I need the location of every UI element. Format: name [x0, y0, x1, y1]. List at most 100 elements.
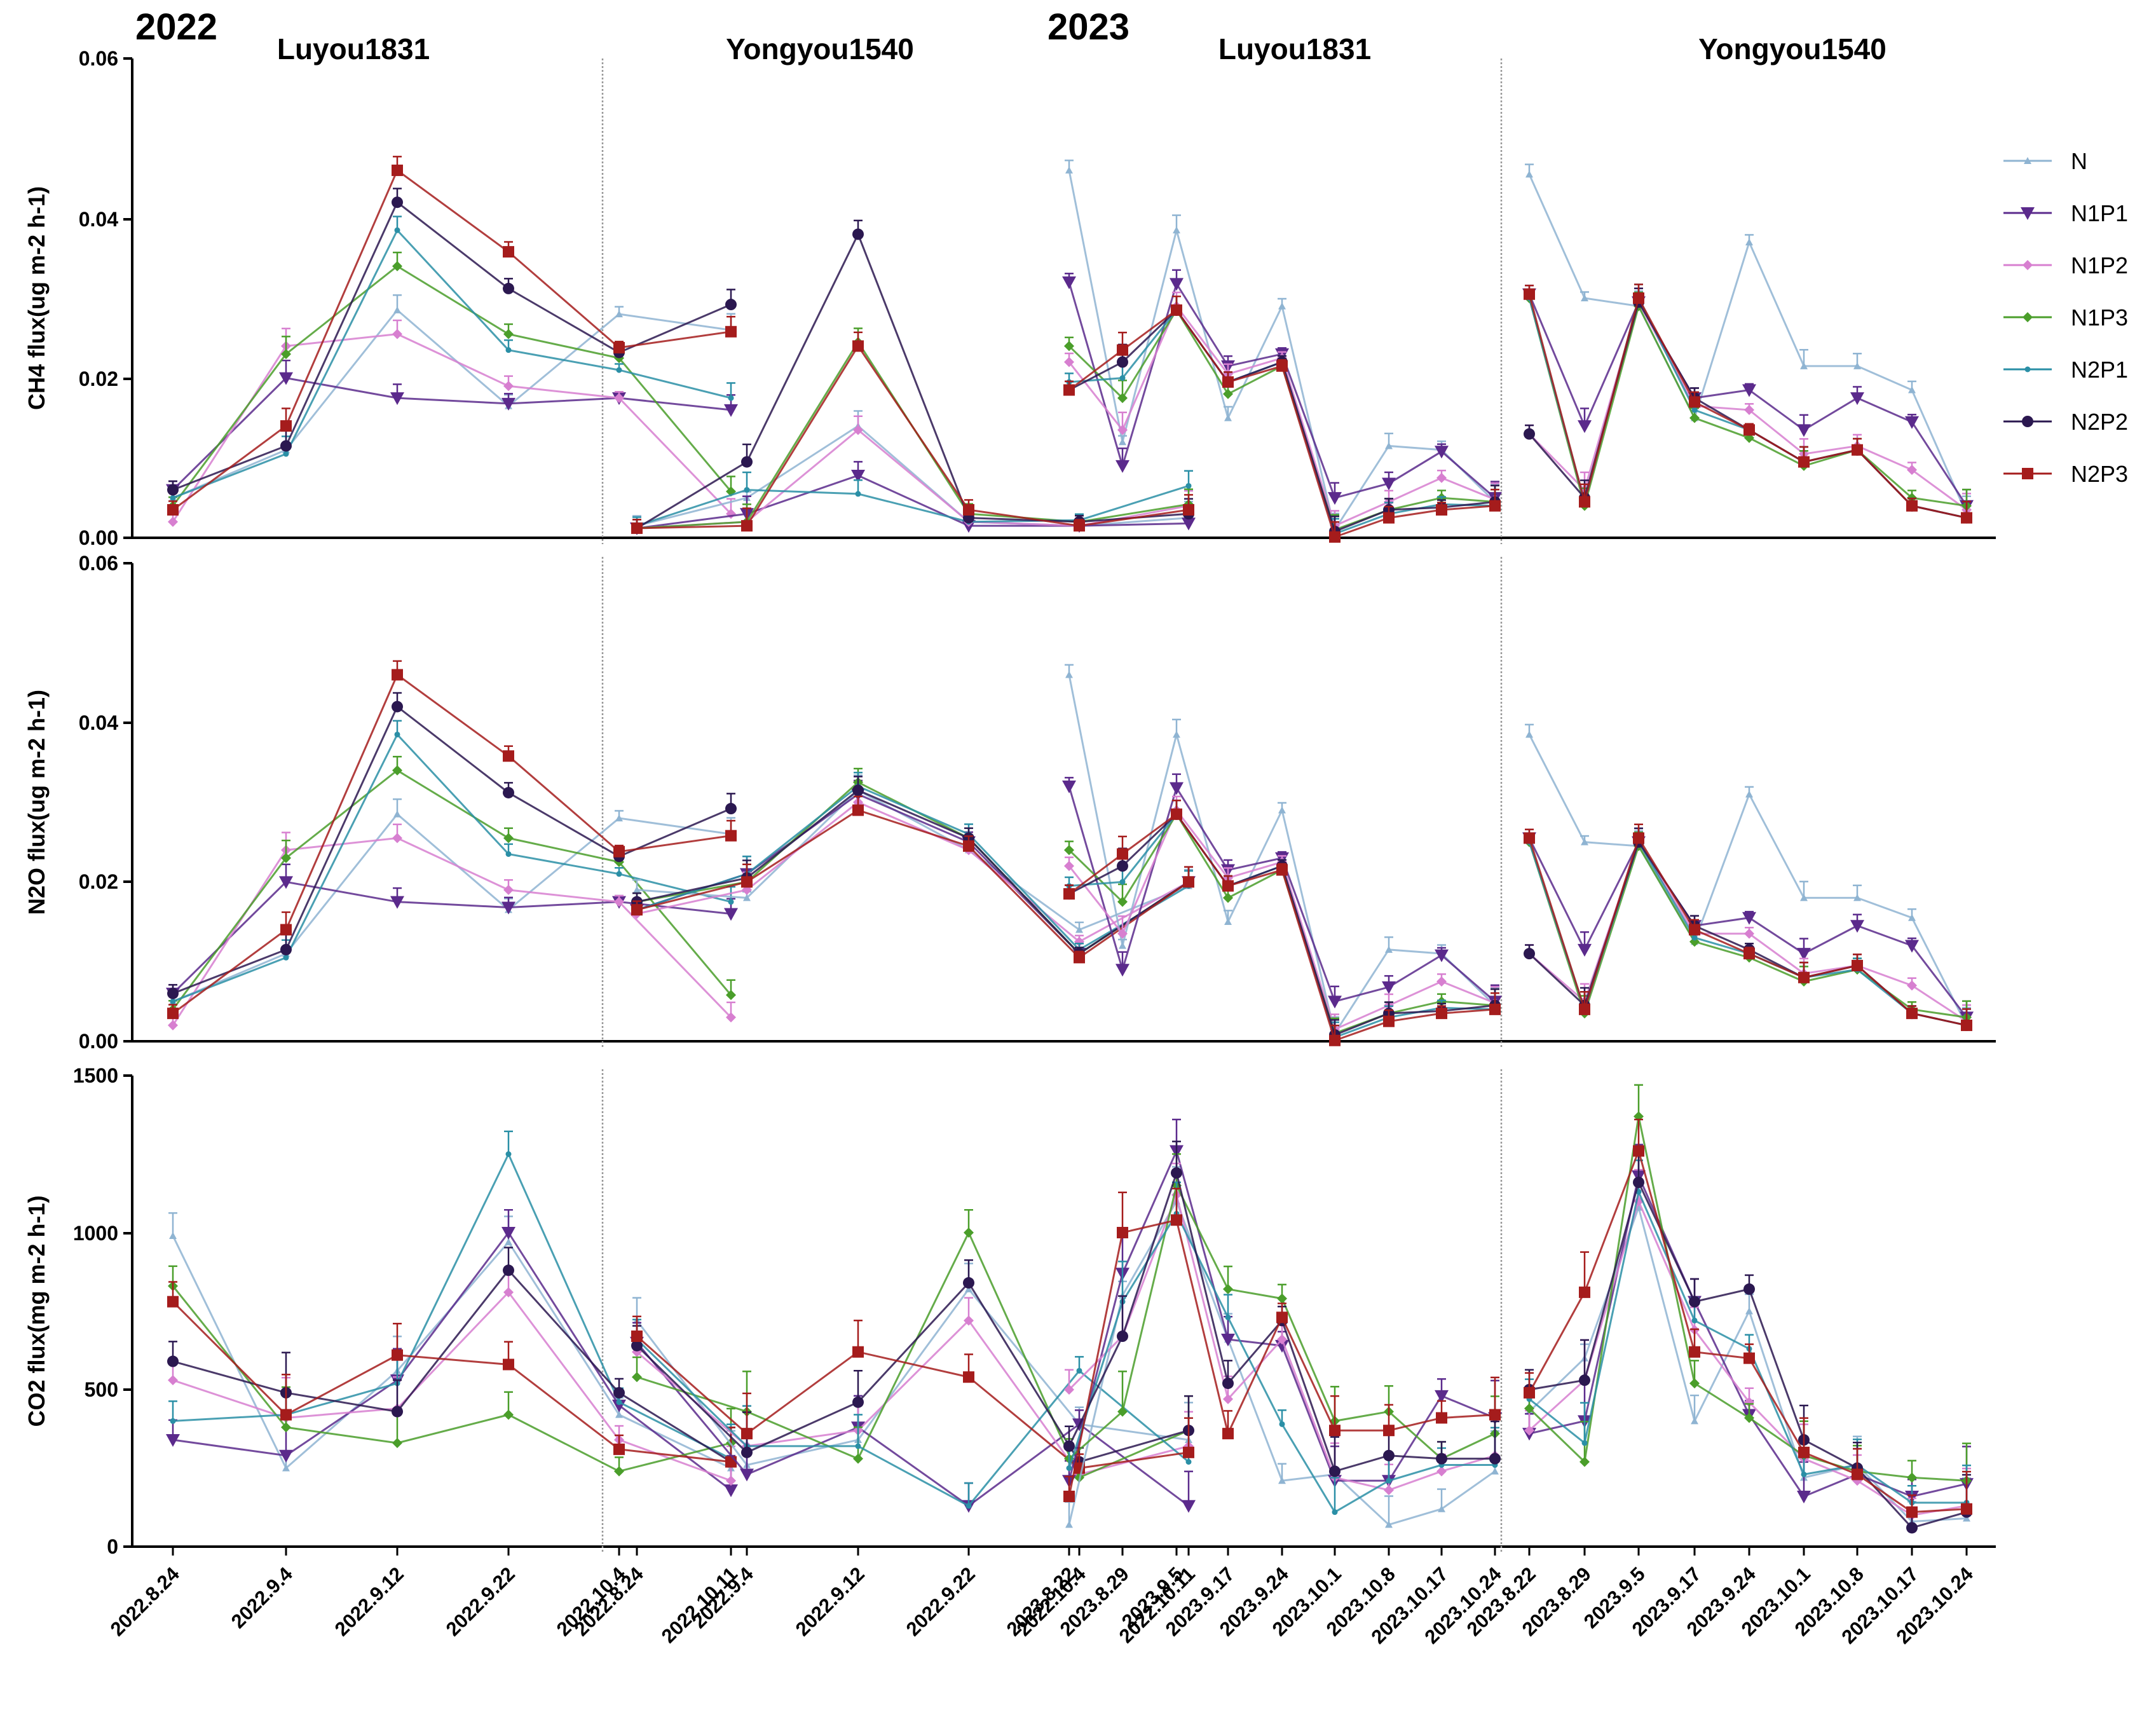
legend-marker	[2024, 366, 2031, 373]
data-point	[1119, 941, 1126, 949]
series-n2p2	[167, 1247, 737, 1468]
data-point	[1578, 943, 1592, 957]
data-point	[503, 786, 514, 798]
series-n2p1	[1525, 284, 1971, 521]
data-point	[167, 1355, 179, 1367]
data-point	[1117, 344, 1128, 356]
series-line	[172, 1285, 732, 1473]
data-point	[1435, 1390, 1449, 1403]
data-point	[1578, 420, 1592, 434]
data-point	[1489, 1453, 1501, 1465]
data-point	[852, 228, 864, 240]
panel-2-0	[166, 1130, 738, 1498]
data-point	[1384, 1485, 1394, 1496]
data-point	[1276, 864, 1288, 876]
data-point	[1328, 995, 1342, 1009]
panel-0-3	[1522, 163, 1974, 524]
data-point	[1907, 1472, 1917, 1483]
data-point	[1963, 1514, 1970, 1522]
data-point	[1074, 520, 1085, 532]
series-n2p3	[1524, 284, 1972, 524]
data-point	[1116, 460, 1129, 473]
series-line	[1528, 294, 1968, 507]
x-tick-label: 2022.8.24	[106, 1563, 184, 1641]
y-tick-label: 0.02	[79, 367, 118, 390]
data-point	[503, 833, 514, 844]
data-point	[1691, 407, 1698, 413]
data-point	[726, 1475, 736, 1486]
data-point	[1906, 1522, 1918, 1534]
series-n2p1	[168, 216, 735, 501]
series-line	[636, 809, 1189, 959]
data-point	[1436, 472, 1447, 483]
series-line	[636, 785, 1189, 951]
data-point	[1117, 860, 1128, 872]
data-point	[1907, 465, 1917, 475]
series-line	[636, 1281, 1189, 1463]
data-point	[1745, 1307, 1753, 1315]
x-tick-label: 2022.9.22	[902, 1563, 979, 1640]
data-point	[631, 1331, 643, 1343]
data-point	[728, 899, 734, 905]
data-point	[741, 1428, 753, 1440]
y-tick-label: 0.00	[79, 526, 118, 549]
data-point	[1905, 416, 1919, 429]
data-point	[1852, 959, 1863, 971]
series-n2p2	[167, 692, 737, 999]
data-point	[1276, 360, 1288, 372]
year-label-2023: 2023	[1047, 6, 1129, 48]
legend-marker	[2023, 312, 2033, 322]
data-point	[1222, 1428, 1234, 1440]
legend-item-n1p3: N1P3	[2003, 304, 2128, 331]
data-point	[1116, 964, 1129, 977]
series-n1p2	[168, 319, 736, 527]
data-point	[1853, 894, 1861, 901]
x-tick-labels: 2022.8.24 2022.9.4 2022.9.12 2022.9.22 2022.…	[106, 1547, 1977, 1648]
series-line	[172, 837, 732, 1026]
data-point	[1222, 376, 1234, 388]
data-point	[1076, 1367, 1082, 1374]
series-n2p3	[631, 795, 1194, 964]
data-point	[1173, 226, 1180, 234]
legend-item-n2p3: N2P3	[2003, 461, 2128, 487]
data-point	[1277, 1293, 1287, 1304]
data-point	[1852, 444, 1863, 456]
y-tick-label: 1000	[73, 1222, 118, 1245]
series-n2p3	[167, 156, 737, 516]
plot-area: 0.00 0.02 0.04 0.06 CH4 flux(ug m-2 h-1) 0.00…	[24, 47, 1996, 1648]
legend: N N1P1 N1P2 N1P3 N2P1 N2P2 N2P3	[2003, 148, 2128, 487]
data-point	[1633, 292, 1644, 304]
series-line	[636, 789, 1189, 931]
y-tick-label: 0.06	[79, 47, 118, 70]
data-point	[1117, 356, 1128, 368]
data-point	[1797, 948, 1811, 961]
series-n2p1	[1525, 1160, 1971, 1506]
legend-marker	[2024, 157, 2031, 164]
data-point	[392, 1349, 403, 1361]
data-point	[1222, 880, 1234, 892]
y-tick-label: 0.00	[79, 1030, 118, 1053]
data-point	[1223, 1393, 1233, 1404]
data-point	[1743, 1352, 1755, 1364]
series-line	[636, 789, 1189, 955]
legend-label: N1P2	[2071, 252, 2128, 278]
y-tick-label: 0.04	[79, 711, 118, 734]
data-point	[394, 227, 400, 233]
data-point	[281, 348, 291, 359]
series-line	[636, 1335, 1189, 1470]
data-point	[501, 901, 515, 915]
data-point	[1489, 1409, 1501, 1421]
data-point	[1182, 1500, 1196, 1513]
data-point	[741, 1446, 753, 1458]
data-point	[852, 1396, 864, 1408]
data-point	[1797, 424, 1811, 437]
data-point	[283, 954, 289, 961]
data-point	[616, 1399, 622, 1406]
data-point	[851, 469, 865, 482]
data-point	[1961, 512, 1972, 524]
panel-2-3	[1522, 1084, 1974, 1534]
series-n1p3	[168, 251, 736, 511]
series-line	[636, 1341, 1189, 1507]
data-point	[503, 329, 514, 339]
